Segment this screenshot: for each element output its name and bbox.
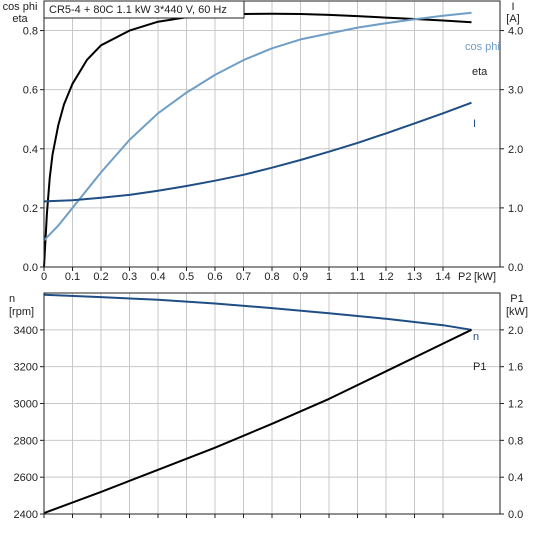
bottom-right-axis-title-1: P1 [510,293,523,305]
bottom-left-y-tick-label: 2600 [14,472,38,484]
top-right-y-tick-label: 4.0 [508,26,523,38]
series-line-cos-phi [43,11,472,242]
top-x-tick-label: 0.2 [93,271,108,283]
top-x-tick-label: 0.1 [65,271,80,283]
bottom-right-y-tick-label: 1.2 [508,399,523,411]
bottom-left-axis-title-1: n [9,293,15,305]
top-left-y-tick-label: 0.2 [23,203,38,215]
top-x-tick-label: 0.9 [293,271,308,283]
bottom-left-y-tick-label: 3400 [14,325,38,337]
bottom-left-y-tick-label: 2400 [14,509,38,521]
top-x-tick-label: 0.7 [236,271,251,283]
top-x-tick-label: 0.5 [179,271,194,283]
top-left-axis-title-2: eta [12,13,28,25]
top-right-y-tick-label: 2.0 [508,144,523,156]
series-line-eta [43,12,472,268]
series-label-p1: P1 [473,361,486,373]
series-label-i: I [473,118,476,130]
top-x-tick-label: 1.1 [350,271,365,283]
top-left-axis-title-1: cos phi [3,1,38,13]
top-chart-ticks: 0 0.1 0.2 0.3 0.4 0.5 0.6 0.7 0.8 0.9 1 1.1 1.2 1.3 1.… [23,26,524,283]
bottom-right-y-tick-label: 2.0 [508,325,523,337]
bottom-left-axis-title-2: [rpm] [9,306,34,318]
top-left-y-tick-label: 0.8 [23,26,38,38]
x-axis-unit: [kW] [474,271,496,283]
series-label-cos-phi: cos phi [465,41,500,53]
top-x-tick-label: 1.4 [435,271,450,283]
x-axis-name: P2 [458,271,471,283]
series-label-n: n [473,331,479,343]
bottom-chart-series [43,293,472,515]
top-x-tick-label: 0.8 [264,271,279,283]
series-line-i [43,101,472,203]
bottom-chart-grid [43,293,500,515]
top-left-y-tick-label: 0.4 [23,144,38,156]
top-left-y-tick-label: 0.6 [23,85,38,97]
series-label-eta: eta [472,66,488,78]
series-line-p1 [43,328,472,515]
top-x-tick-label: 0.3 [122,271,137,283]
bottom-right-y-tick-label: 1.6 [508,362,523,374]
chart-title: CR5-4 + 80C 1.1 kW 3*440 V, 60 Hz [49,4,227,16]
top-right-y-tick-label: 3.0 [508,85,523,97]
top-x-tick-label: 0.6 [207,271,222,283]
bottom-left-y-tick-label: 3000 [14,399,38,411]
top-chart-series [43,11,472,268]
top-x-tick-label: 1 [326,271,332,283]
bottom-left-y-tick-label: 2800 [14,435,38,447]
bottom-right-y-tick-label: 0.0 [508,509,523,521]
top-x-tick-label: 1.3 [407,271,422,283]
bottom-left-y-tick-label: 3200 [14,362,38,374]
bottom-right-axis-title-2: [kW] [506,306,528,318]
series-line-n [43,293,472,331]
bottom-chart-ticks: 2400 2600 2800 3000 3200 3400 0.0 0.4 0.8 1.2 1.6 2… [14,325,524,521]
bottom-right-y-tick-label: 0.4 [508,472,523,484]
top-right-axis-title-2: [A] [506,13,519,25]
top-left-y-tick-label: 0.0 [23,262,38,274]
chart-title-box [43,0,245,19]
bottom-right-y-tick-label: 0.8 [508,435,523,447]
top-x-tick-label: 0.4 [150,271,165,283]
top-right-axis-title-1: I [511,1,514,13]
top-chart-grid [43,1,500,268]
top-right-y-tick-label: 0.0 [508,262,523,274]
top-right-y-tick-label: 1.0 [508,203,523,215]
top-x-tick-label: 1.2 [378,271,393,283]
top-x-tick-label: 0 [41,271,47,283]
